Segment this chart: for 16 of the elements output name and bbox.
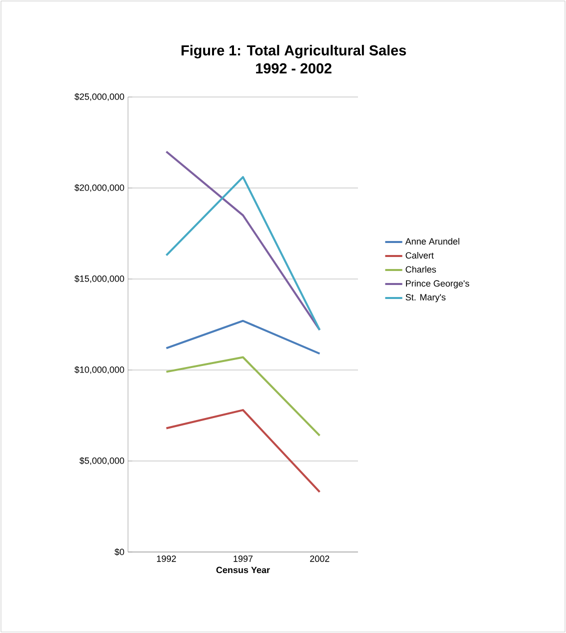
legend-label: Prince George's xyxy=(406,280,470,288)
x-tick-label: 2002 xyxy=(310,556,330,562)
y-tick-label: $15,000,000 xyxy=(74,275,124,283)
y-tick-label: $5,000,000 xyxy=(80,457,124,465)
x-tick-label: 1997 xyxy=(234,556,253,562)
legend-label: Calvert xyxy=(406,252,434,259)
legend-label: Anne Arundel xyxy=(405,238,460,245)
x-axis-title: Census Year xyxy=(216,566,270,574)
chart-title: Figure 1: Total Agricultural Sales 1992 - 2002 xyxy=(182,44,406,74)
y-tick-label: $10,000,000 xyxy=(74,366,124,374)
y-tick-label: $25,000,000 xyxy=(74,93,124,101)
y-tick-label: $0 xyxy=(114,548,124,556)
legend-label: St. Mary's xyxy=(406,294,446,302)
y-tick-label: $20,000,000 xyxy=(74,184,124,192)
x-tick-label: 1992 xyxy=(157,556,176,562)
legend-label: Charles xyxy=(406,266,436,273)
